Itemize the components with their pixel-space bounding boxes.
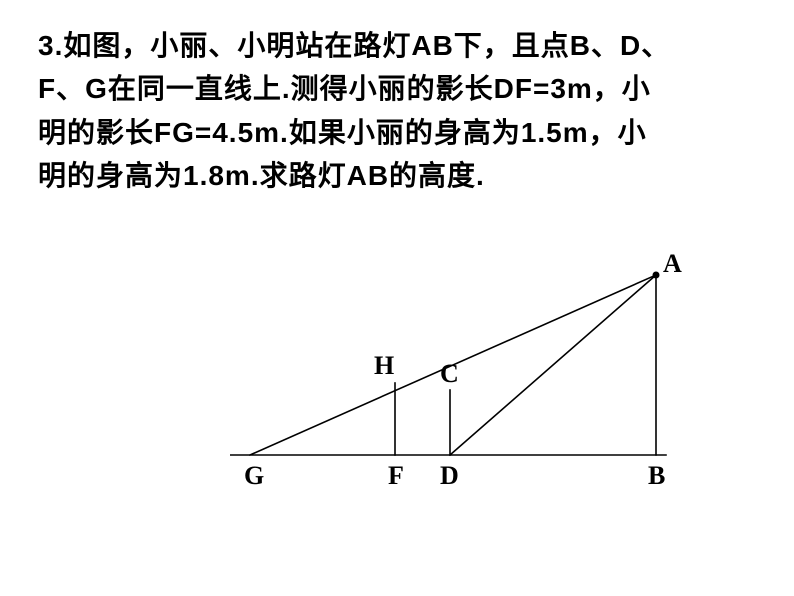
text-line-1: 3.如图，小丽、小明站在路灯AB下，且点B、D、 xyxy=(38,30,670,61)
problem-text: 3.如图，小丽、小明站在路灯AB下，且点B、D、 F、G在同一直线上.测得小丽的… xyxy=(38,24,756,198)
diagram-svg xyxy=(230,255,730,555)
label-D: D xyxy=(440,461,459,491)
label-B: B xyxy=(648,461,665,491)
geometry-diagram: A B D F G H C xyxy=(230,255,730,555)
label-G: G xyxy=(244,461,264,491)
label-F: F xyxy=(388,461,404,491)
label-A: A xyxy=(663,249,682,279)
text-line-4: 明的身高为1.8m.求路灯AB的高度. xyxy=(38,160,485,191)
label-H: H xyxy=(374,351,394,381)
text-line-3: 明的影长FG=4.5m.如果小丽的身高为1.5m，小 xyxy=(38,117,647,148)
label-C: C xyxy=(440,359,459,389)
text-line-2: F、G在同一直线上.测得小丽的影长DF=3m，小 xyxy=(38,73,651,104)
